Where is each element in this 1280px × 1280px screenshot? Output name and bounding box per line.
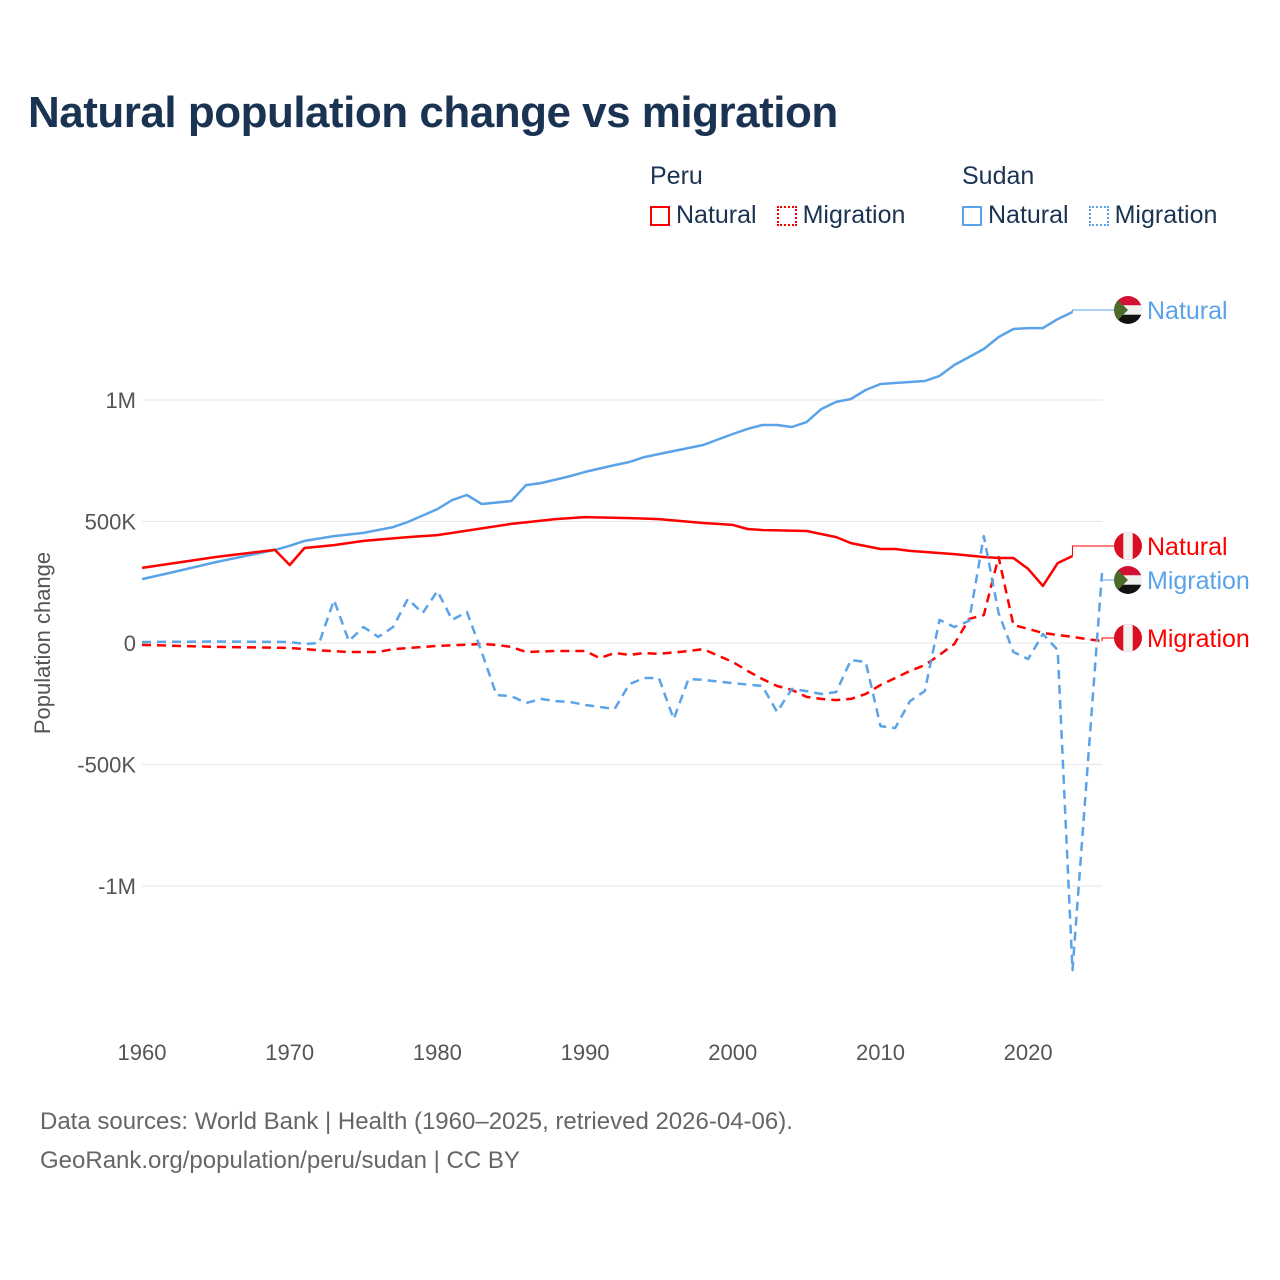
label-leader-line <box>1071 545 1114 557</box>
series-line-sudan-migration <box>141 534 1104 972</box>
x-tick-label: 1970 <box>265 1040 314 1065</box>
x-tick-label: 1960 <box>118 1040 167 1065</box>
x-tick-label: 1980 <box>413 1040 462 1065</box>
legend-group-sudan: Sudan Natural Migration <box>962 162 1217 230</box>
legend-swatch-dotted <box>776 205 797 226</box>
flag-white <box>1123 532 1133 560</box>
legend-item-peru-natural[interactable]: Natural <box>650 201 757 230</box>
y-axis-label: Population change <box>30 552 55 734</box>
legend-item-sudan-migration[interactable]: Migration <box>1088 201 1218 230</box>
footer-credit: GeoRank.org/population/peru/sudan | CC B… <box>40 1147 520 1174</box>
peru-flag-icon <box>1114 532 1142 560</box>
legend-item-peru-migration[interactable]: Migration <box>776 201 906 230</box>
legend-item-label: Migration <box>1114 201 1218 229</box>
y-tick-label: -500K <box>77 753 136 778</box>
y-tick-label: 1M <box>105 388 136 413</box>
sudan-flag-icon <box>1114 296 1142 324</box>
flag-black <box>1114 314 1142 324</box>
flag-triangle <box>1114 296 1128 324</box>
label-leader-line <box>1101 573 1114 581</box>
x-tick-label: 2010 <box>856 1040 905 1065</box>
legend-group-peru: Peru Natural Migration <box>650 162 905 230</box>
legend-swatch-dotted <box>1088 205 1109 226</box>
y-tick-label: 0 <box>124 631 136 656</box>
label-leader-line <box>1101 637 1114 642</box>
flag-clip <box>1114 532 1142 560</box>
peru-flag-icon <box>1114 624 1142 652</box>
flag-black <box>1114 584 1142 594</box>
legend-swatch-solid <box>650 205 670 226</box>
legend-country-label: Peru <box>650 162 703 190</box>
legend-item-sudan-natural[interactable]: Natural <box>962 201 1069 230</box>
legend-item-label: Natural <box>988 201 1069 229</box>
flag-clip <box>1114 566 1142 594</box>
series-end-label: Migration <box>1147 567 1250 595</box>
series-line-sudan-natural <box>141 310 1074 581</box>
series-line-peru-migration <box>141 555 1103 702</box>
flag-clip <box>1114 624 1142 652</box>
legend-country-label: Sudan <box>962 162 1035 190</box>
series-end-label: Natural <box>1147 533 1228 561</box>
series-end-label: Natural <box>1147 297 1228 325</box>
flag-red <box>1114 566 1142 576</box>
footer-sources: Data sources: World Bank | Health (1960–… <box>40 1108 793 1135</box>
x-tick-label: 1990 <box>561 1040 610 1065</box>
label-leader-line <box>1071 309 1114 313</box>
chart-title: Natural population change vs migration <box>28 88 838 137</box>
legend-item-label: Natural <box>676 201 757 229</box>
legend-swatch-solid <box>962 205 982 226</box>
series-end-label: Migration <box>1147 625 1250 653</box>
sudan-flag-icon <box>1114 566 1142 594</box>
y-tick-label: -1M <box>98 874 136 899</box>
flag-clip <box>1114 296 1142 324</box>
flag-triangle <box>1114 566 1128 594</box>
flag-red <box>1114 296 1142 306</box>
x-tick-label: 2020 <box>1004 1040 1053 1065</box>
legend-item-label: Migration <box>802 201 906 229</box>
x-tick-label: 2000 <box>708 1040 757 1065</box>
series-line-peru-natural <box>141 515 1074 588</box>
y-tick-label: 500K <box>85 510 137 535</box>
flag-white <box>1123 624 1133 652</box>
